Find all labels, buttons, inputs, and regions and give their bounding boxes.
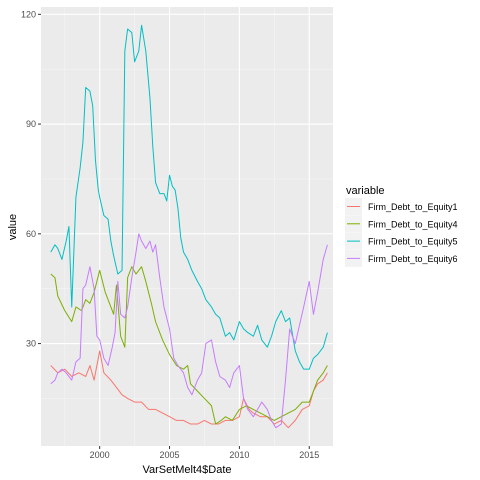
legend-label: Firm_Debt_to_Equity5 (368, 237, 458, 247)
y-tick-label: 120 (21, 9, 36, 19)
x-tick-label: 2005 (160, 450, 180, 460)
legend-label: Firm_Debt_to_Equity6 (368, 254, 458, 264)
plot-panel (41, 7, 333, 446)
y-tick-label: 90 (26, 119, 36, 129)
x-tick-label: 2000 (90, 450, 110, 460)
x-axis-title: VarSetMelt4$Date (142, 464, 231, 476)
legend-label: Firm_Debt_to_Equity1 (368, 202, 458, 212)
y-tick-label: 30 (26, 339, 36, 349)
y-tick-label: 60 (26, 229, 36, 239)
legend-title: variable (346, 185, 385, 197)
legend-label: Firm_Debt_to_Equity4 (368, 219, 458, 229)
x-tick-label: 2010 (229, 450, 249, 460)
y-axis-title: value (7, 214, 19, 240)
x-tick-label: 2015 (299, 450, 319, 460)
